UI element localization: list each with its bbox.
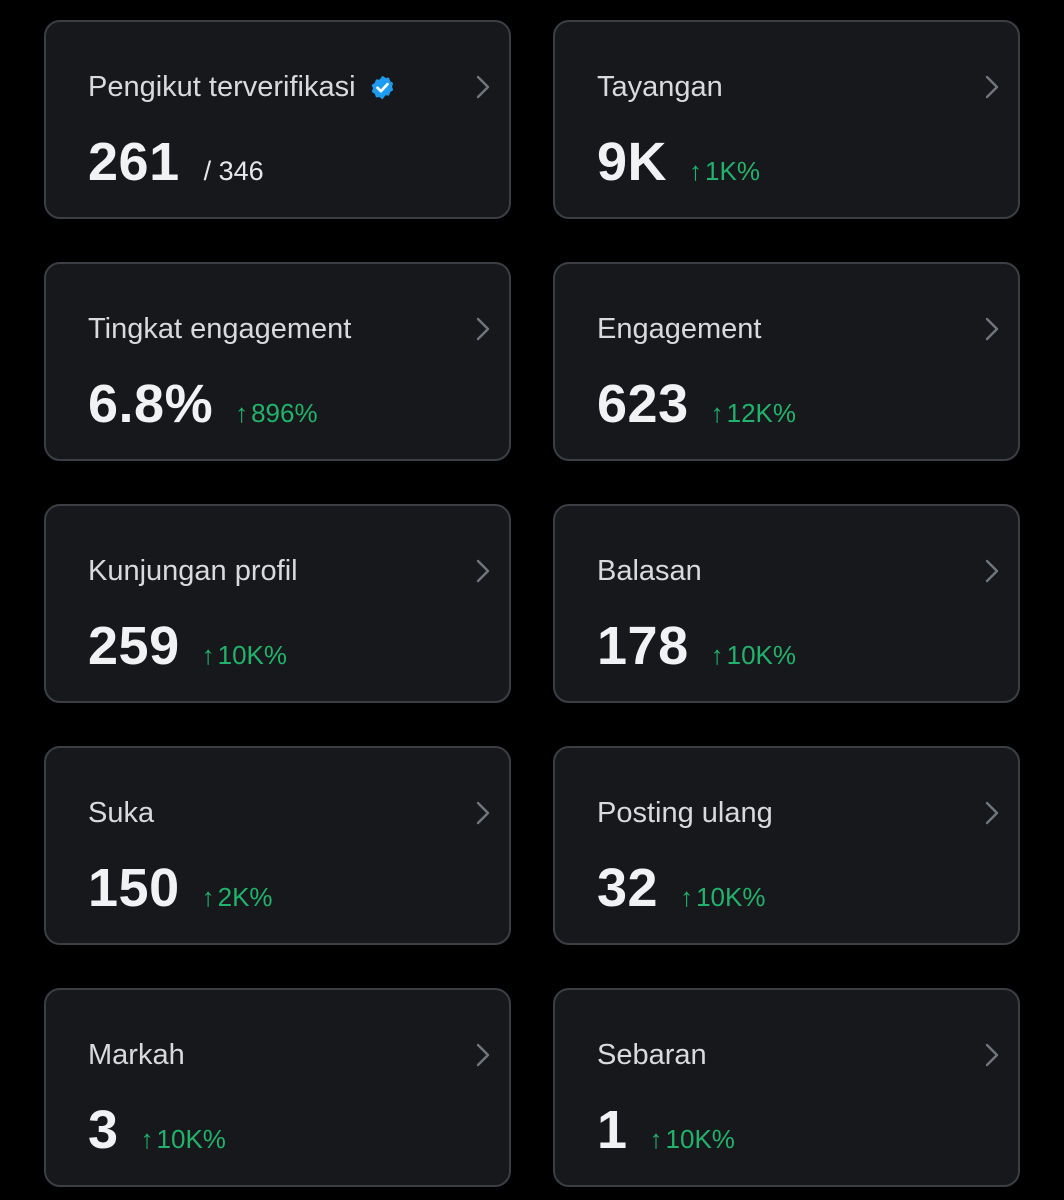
card-verified-followers[interactable]: Pengikut terverifikasi 261 / 346 — [44, 20, 511, 219]
change-value: 2K% — [217, 882, 273, 912]
chevron-right-icon — [982, 1042, 1002, 1068]
card-title: Markah — [88, 1039, 185, 1071]
card-title-row: Balasan — [597, 554, 702, 588]
change-value: 896% — [251, 398, 318, 428]
change-value: 10K% — [696, 882, 766, 912]
card-title: Tingkat engagement — [88, 313, 352, 345]
card-title-row: Kunjungan profil — [88, 554, 298, 588]
metric-change: ↑ 10K% — [202, 640, 287, 671]
arrow-up-icon: ↑ — [689, 156, 703, 186]
card-title: Suka — [88, 797, 155, 829]
metric-value: 1 — [597, 1100, 628, 1160]
metric-change: ↑ 10K% — [650, 1124, 735, 1155]
change-value: 10K% — [665, 1124, 735, 1154]
card-bookmarks[interactable]: Markah 3 ↑ 10K% — [44, 988, 511, 1187]
arrow-up-icon: ↑ — [710, 640, 724, 670]
arrow-up-icon: ↑ — [235, 398, 249, 428]
card-title: Kunjungan profil — [88, 555, 298, 587]
change-value: 10K% — [156, 1124, 226, 1154]
change-value: 1K% — [705, 156, 760, 186]
card-title-row: Posting ulang — [597, 796, 773, 830]
card-title: Balasan — [597, 555, 702, 587]
chevron-right-icon — [982, 74, 1002, 100]
value-row: 1 ↑ 10K% — [597, 1100, 735, 1160]
change-value: 10K% — [726, 640, 796, 670]
metric-change: ↑ 2K% — [202, 882, 273, 913]
card-title: Tayangan — [597, 71, 723, 103]
card-engagements[interactable]: Engagement 623 ↑ 12K% — [553, 262, 1020, 461]
chevron-right-icon — [473, 316, 493, 342]
metric-value: 9K — [597, 132, 668, 192]
card-impressions[interactable]: Tayangan 9K ↑ 1K% — [553, 20, 1020, 219]
metric-value: 3 — [88, 1100, 119, 1160]
arrow-up-icon: ↑ — [140, 1124, 154, 1154]
value-row: 150 ↑ 2K% — [88, 858, 273, 918]
chevron-right-icon — [982, 800, 1002, 826]
card-engagement-rate[interactable]: Tingkat engagement 6.8% ↑ 896% — [44, 262, 511, 461]
metric-change: ↑ 12K% — [711, 398, 796, 429]
card-title-row: Markah — [88, 1038, 185, 1072]
arrow-up-icon: ↑ — [649, 1124, 663, 1154]
value-row: 178 ↑ 10K% — [597, 616, 796, 676]
arrow-up-icon: ↑ — [680, 882, 694, 912]
card-profile-visits[interactable]: Kunjungan profil 259 ↑ 10K% — [44, 504, 511, 703]
value-row: 259 ↑ 10K% — [88, 616, 287, 676]
metric-value: 6.8% — [88, 374, 214, 434]
analytics-grid: Pengikut terverifikasi 261 / 346 Tayanga… — [44, 20, 1020, 1187]
card-title-row: Tayangan — [597, 70, 723, 104]
metric-value: 259 — [88, 616, 180, 676]
card-title-row: Suka — [88, 796, 154, 830]
card-title: Engagement — [597, 313, 762, 345]
chevron-right-icon — [473, 74, 493, 100]
value-row: 623 ↑ 12K% — [597, 374, 796, 434]
card-title: Posting ulang — [597, 797, 773, 829]
card-reposts[interactable]: Posting ulang 32 ↑ 10K% — [553, 746, 1020, 945]
arrow-up-icon: ↑ — [201, 640, 215, 670]
metric-value: 261 — [88, 132, 180, 192]
card-shares[interactable]: Sebaran 1 ↑ 10K% — [553, 988, 1020, 1187]
change-value: 12K% — [726, 398, 796, 428]
value-row: 9K ↑ 1K% — [597, 132, 760, 192]
metric-value: 32 — [597, 858, 659, 918]
card-title-row: Tingkat engagement — [88, 312, 351, 346]
arrow-up-icon: ↑ — [710, 398, 724, 428]
card-title: Pengikut terverifikasi — [88, 71, 356, 103]
chevron-right-icon — [982, 558, 1002, 584]
value-row: 3 ↑ 10K% — [88, 1100, 226, 1160]
card-title: Sebaran — [597, 1039, 707, 1071]
metric-change: ↑ 896% — [235, 398, 318, 429]
chevron-right-icon — [473, 800, 493, 826]
metric-change: ↑ 10K% — [711, 640, 796, 671]
arrow-up-icon: ↑ — [201, 882, 215, 912]
metric-total: / 346 — [203, 156, 264, 186]
metric-value: 178 — [597, 616, 689, 676]
card-likes[interactable]: Suka 150 ↑ 2K% — [44, 746, 511, 945]
metric-value: 150 — [88, 858, 180, 918]
change-value: 10K% — [217, 640, 287, 670]
value-row: 261 / 346 — [88, 132, 264, 192]
chevron-right-icon — [473, 1042, 493, 1068]
metric-value: 623 — [597, 374, 689, 434]
verified-badge-icon — [369, 74, 396, 101]
value-row: 6.8% ↑ 896% — [88, 374, 318, 434]
card-title-row: Sebaran — [597, 1038, 707, 1072]
chevron-right-icon — [473, 558, 493, 584]
value-row: 32 ↑ 10K% — [597, 858, 765, 918]
card-title-row: Pengikut terverifikasi — [88, 70, 396, 104]
metric-change: ↑ 10K% — [680, 882, 765, 913]
card-replies[interactable]: Balasan 178 ↑ 10K% — [553, 504, 1020, 703]
metric-change: ↑ 10K% — [141, 1124, 226, 1155]
metric-change: ↑ 1K% — [689, 156, 760, 187]
chevron-right-icon — [982, 316, 1002, 342]
card-title-row: Engagement — [597, 312, 761, 346]
